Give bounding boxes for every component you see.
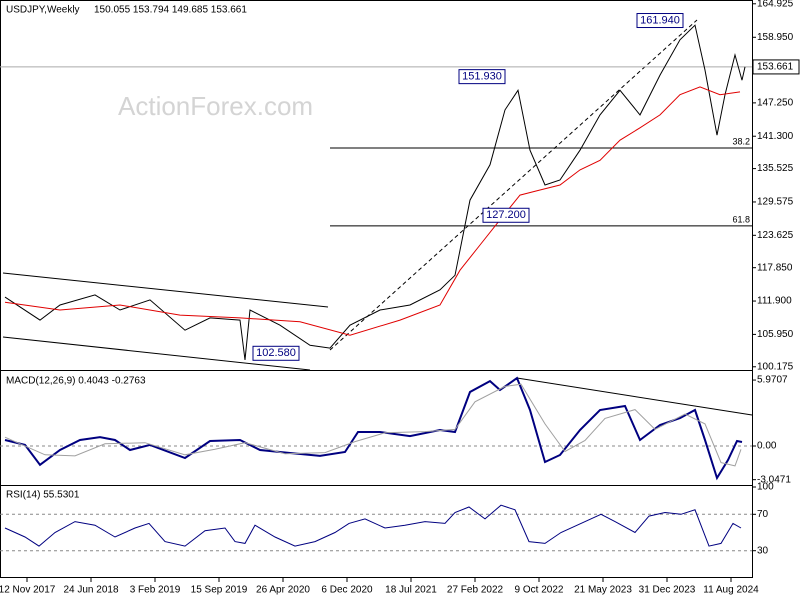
- y-tick-label: 100.175: [757, 361, 794, 372]
- y-tick-label: 100: [757, 482, 774, 493]
- series-line: [4, 24, 746, 360]
- rsi-title: RSI(14) 55.5301: [6, 490, 80, 501]
- y-tick-label: 0.00: [757, 441, 777, 452]
- annotation-label: 127.200: [486, 209, 526, 221]
- x-tick-label: 31 Dec 2023: [639, 585, 696, 596]
- annotation-box: [252, 345, 300, 361]
- macd-trend-line: [516, 377, 753, 416]
- series-line: [4, 376, 743, 481]
- series-line: [4, 86, 741, 336]
- y-tick-label: 105.950: [757, 329, 794, 340]
- annotation-box: [482, 207, 530, 223]
- annotation-label: 151.930: [462, 71, 502, 83]
- y-tick-label: 117.850: [757, 262, 793, 273]
- x-tick-label: 9 Oct 2022: [515, 585, 564, 596]
- x-tick-label: 11 Aug 2024: [703, 585, 759, 596]
- x-tick-label: 6 Dec 2020: [321, 585, 373, 596]
- y-tick-label: 158.950: [757, 32, 794, 43]
- chart-title: USDJPY,Weekly: [6, 5, 80, 16]
- x-tick-label: 12 Nov 2017: [0, 585, 56, 596]
- annotation-label: 161.940: [640, 14, 680, 26]
- ohlc: 150.055 153.794 149.685 153.661: [94, 5, 247, 16]
- y-tick-label: -3.0471: [757, 474, 791, 485]
- channel-line: [2, 272, 329, 308]
- frame: [0, 0, 753, 578]
- x-tick-label: 21 May 2023: [574, 585, 632, 596]
- trend-line: [329, 19, 698, 351]
- series-line: [4, 383, 742, 467]
- x-tick-label: 24 Jun 2018: [63, 585, 118, 596]
- y-tick-label: 30: [757, 545, 769, 556]
- y-tick-label: 147.250: [757, 98, 794, 109]
- annotation-box: [636, 13, 684, 29]
- x-tick-label: 18 Jul 2021: [385, 585, 437, 596]
- last-price-box: [752, 59, 800, 75]
- watermark: ActionForex.com: [118, 91, 313, 121]
- fib-label: 38.2: [732, 136, 750, 146]
- y-tick-label: 111.900: [757, 296, 792, 307]
- y-tick-label: 70: [757, 509, 769, 520]
- series-line: [4, 504, 742, 547]
- last-price-label: 153.661: [757, 62, 794, 73]
- y-tick-label: 164.925: [757, 0, 794, 9]
- x-tick-label: 3 Feb 2019: [130, 585, 181, 596]
- annotation-box: [458, 69, 506, 85]
- y-tick-label: 141.300: [757, 131, 794, 142]
- x-tick-label: 27 Feb 2022: [447, 585, 504, 596]
- y-tick-label: 135.525: [757, 163, 794, 174]
- x-tick-label: 26 Apr 2020: [256, 585, 310, 596]
- y-tick-label: 123.625: [757, 230, 794, 241]
- macd-title: MACD(12,26,9) 0.4043 -0.2763: [6, 376, 146, 387]
- fib-label: 61.8: [732, 214, 750, 224]
- x-tick-label: 15 Sep 2019: [191, 585, 248, 596]
- channel-line: [2, 336, 311, 371]
- y-tick-label: 129.575: [757, 197, 794, 208]
- annotation-label: 102.580: [256, 347, 296, 359]
- y-tick-label: 5.9707: [757, 375, 788, 386]
